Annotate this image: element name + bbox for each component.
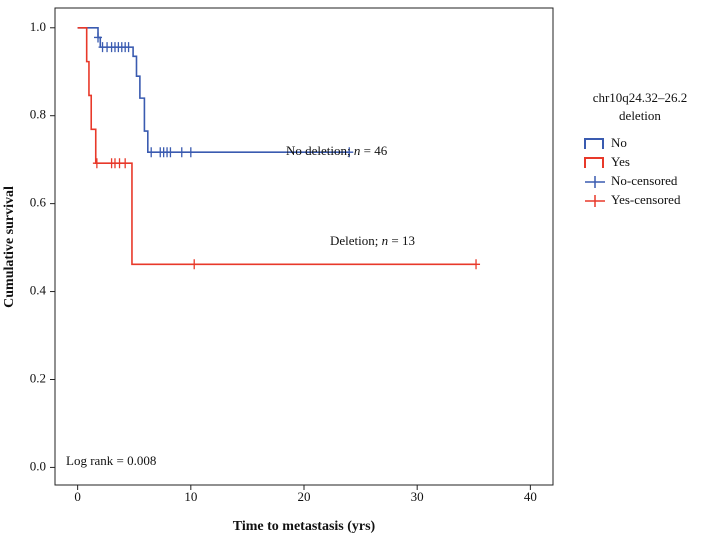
censor-mark — [166, 147, 175, 158]
x-tick-label: 40 — [524, 489, 537, 504]
plot-frame — [54, 7, 554, 486]
censor-mark — [472, 259, 481, 270]
legend-swatch — [584, 157, 604, 168]
x-tick-label: 10 — [184, 489, 197, 504]
legend-title: deletion — [619, 108, 661, 123]
censor-mark — [124, 42, 133, 53]
y-tick-label: 0.4 — [30, 283, 47, 298]
y-tick-label: 0.8 — [30, 107, 46, 122]
annotation: Log rank = 0.008 — [66, 453, 156, 468]
legend-swatch — [585, 176, 605, 188]
legend-label: No — [611, 135, 627, 150]
legend-label: No-censored — [611, 173, 678, 188]
censor-mark — [92, 158, 101, 169]
annotation-part: = 46 — [360, 143, 387, 158]
annotation-part: n — [382, 233, 389, 248]
annotation-part: Deletion; — [330, 233, 382, 248]
censor-mark — [190, 259, 199, 270]
annotation-part: Log rank = 0.008 — [66, 453, 156, 468]
y-tick-label: 0.2 — [30, 370, 46, 385]
x-tick-label: 20 — [298, 489, 311, 504]
annotation-part: n — [354, 143, 361, 158]
legend-title: chr10q24.32–26.2 — [593, 90, 688, 105]
censor-mark — [186, 147, 195, 158]
x-tick-label: 0 — [74, 489, 81, 504]
censor-mark — [147, 147, 156, 158]
annotation-part: = 13 — [388, 233, 415, 248]
legend-label: Yes-censored — [611, 192, 681, 207]
x-tick-label: 30 — [411, 489, 424, 504]
censor-mark — [94, 32, 103, 43]
y-tick-label: 0.6 — [30, 195, 47, 210]
annotation-part: No deletion; — [286, 143, 354, 158]
censor-mark — [345, 147, 354, 158]
legend-swatch — [585, 195, 605, 207]
x-axis-label: Time to metastasis (yrs) — [233, 519, 376, 534]
censor-mark — [177, 147, 186, 158]
legend-swatch — [584, 138, 604, 149]
y-tick-label: 1.0 — [30, 19, 46, 34]
annotation: No deletion; n = 46 — [286, 143, 388, 158]
survival-line — [77, 26, 477, 266]
legend-label: Yes — [611, 154, 630, 169]
annotation: Deletion; n = 13 — [330, 233, 415, 248]
censor-mark — [121, 158, 130, 169]
y-axis-label: Cumulative survival — [2, 186, 17, 308]
y-tick-label: 0.0 — [30, 458, 46, 473]
